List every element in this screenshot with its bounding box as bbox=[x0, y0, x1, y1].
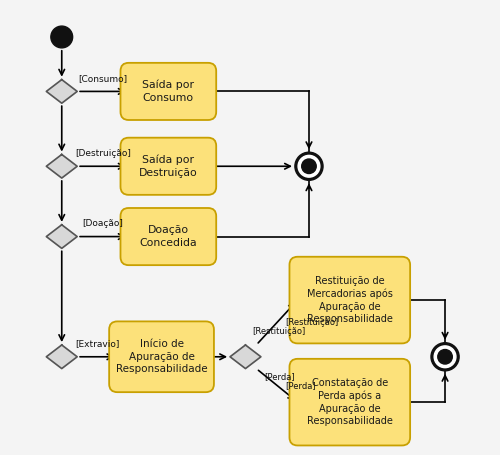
Polygon shape bbox=[46, 80, 77, 103]
Text: Início de
Apuração de
Responsabilidade: Início de Apuração de Responsabilidade bbox=[116, 339, 208, 374]
Polygon shape bbox=[46, 225, 77, 248]
Text: Saída por
Consumo: Saída por Consumo bbox=[142, 80, 195, 103]
Circle shape bbox=[438, 349, 452, 364]
Polygon shape bbox=[230, 345, 261, 369]
Circle shape bbox=[431, 343, 459, 371]
Text: Restituição de
Mercadorias após
Apuração de
Responsabilidade: Restituição de Mercadorias após Apuração… bbox=[307, 276, 392, 324]
Text: [Perda]: [Perda] bbox=[264, 372, 294, 381]
Circle shape bbox=[51, 26, 72, 48]
FancyBboxPatch shape bbox=[120, 138, 216, 195]
Text: [Destruição]: [Destruição] bbox=[75, 149, 131, 158]
Text: Saída por
Destruição: Saída por Destruição bbox=[139, 155, 198, 178]
FancyBboxPatch shape bbox=[290, 359, 410, 445]
Polygon shape bbox=[46, 345, 77, 369]
Circle shape bbox=[434, 346, 456, 368]
Polygon shape bbox=[46, 154, 77, 178]
Text: [Perda]: [Perda] bbox=[285, 381, 316, 390]
Text: Constatação de
Perda após a
Apuração de
Responsabilidade: Constatação de Perda após a Apuração de … bbox=[307, 378, 392, 426]
Text: [Restituição]: [Restituição] bbox=[252, 327, 306, 336]
Text: [Extravio]: [Extravio] bbox=[75, 339, 120, 349]
FancyBboxPatch shape bbox=[120, 208, 216, 265]
FancyBboxPatch shape bbox=[120, 63, 216, 120]
Text: [Doação]: [Doação] bbox=[82, 219, 124, 228]
FancyBboxPatch shape bbox=[109, 321, 214, 392]
Circle shape bbox=[302, 159, 316, 173]
Text: [Consumo]: [Consumo] bbox=[78, 74, 128, 83]
Text: Doação
Concedida: Doação Concedida bbox=[140, 225, 197, 248]
Circle shape bbox=[298, 155, 320, 177]
Text: [Restituição]: [Restituição] bbox=[285, 318, 339, 327]
Circle shape bbox=[295, 152, 323, 180]
FancyBboxPatch shape bbox=[290, 257, 410, 344]
